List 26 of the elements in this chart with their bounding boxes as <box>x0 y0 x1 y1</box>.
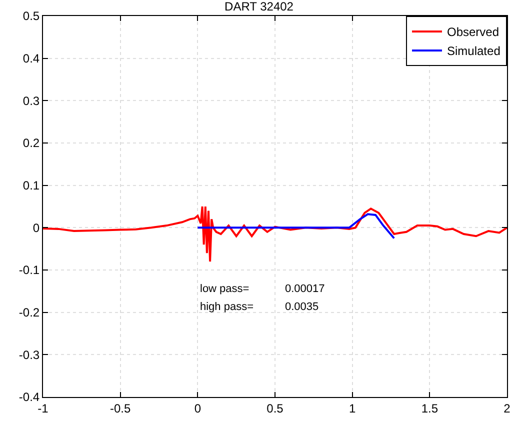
line-series <box>196 213 396 240</box>
x-tick-label: 0 <box>194 401 202 416</box>
x-tick-label: 0.5 <box>266 401 284 416</box>
x-tick-label: -1 <box>38 401 49 416</box>
annotation: 0.0035 <box>285 301 319 313</box>
y-tick-label: 0.4 <box>22 52 40 66</box>
x-tick-label: 1 <box>348 401 356 416</box>
line-series <box>43 206 507 263</box>
y-tick-label: 0.5 <box>22 9 40 24</box>
y-tick-label: 0 <box>32 220 40 235</box>
y-tick-label: -0.2 <box>18 306 40 320</box>
y-tick-label: -0.4 <box>18 390 40 404</box>
annotation: low pass= <box>200 283 250 295</box>
y-tick-label: 0.3 <box>22 94 40 108</box>
x-tick-label: -0.5 <box>110 401 131 416</box>
annotation: high pass= <box>200 301 254 313</box>
y-tick-label: 0.2 <box>22 136 40 150</box>
x-tick-label: 2 <box>504 401 511 416</box>
chart-title: DART 32402 <box>224 0 294 14</box>
y-tick-label: -0.3 <box>18 348 40 362</box>
x-tick-label: 1.5 <box>421 401 438 416</box>
annotation: 0.00017 <box>285 283 325 295</box>
y-tick-label: 0.1 <box>22 178 40 193</box>
y-tick-label: -0.1 <box>18 263 40 278</box>
legend-label: Observed <box>447 25 500 40</box>
legend-label: Simulated <box>447 44 500 58</box>
